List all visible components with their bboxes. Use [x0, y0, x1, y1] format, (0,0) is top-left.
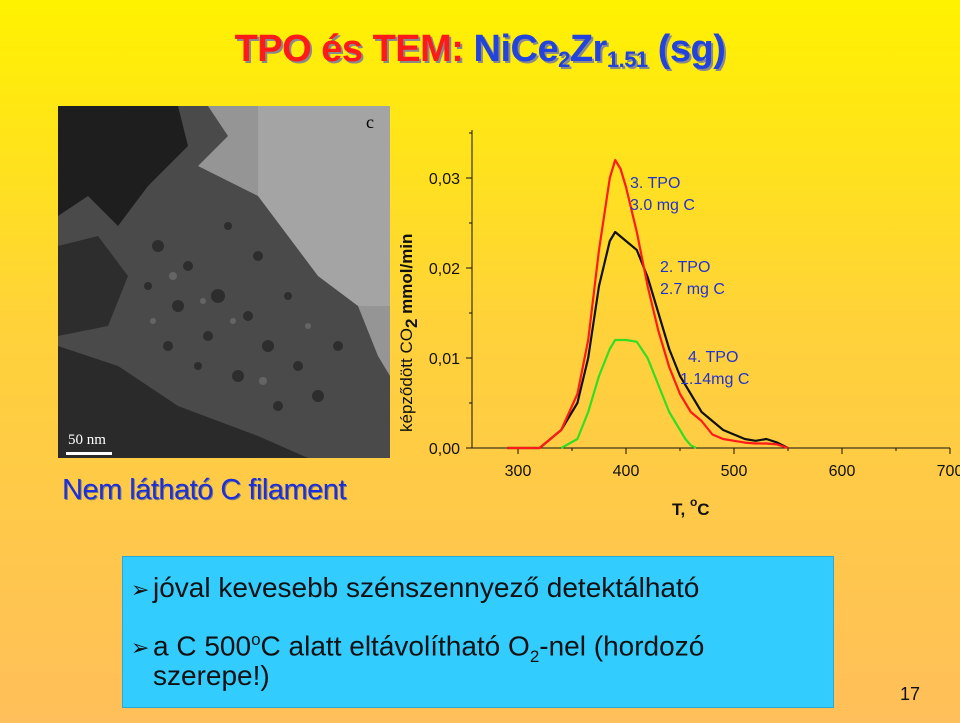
- y-axis-label-main: képződött CO: [397, 328, 416, 432]
- title-sub2: 1.51: [606, 47, 648, 72]
- series-line-2: [507, 230, 789, 450]
- chart-axes: 0,00 0,01 0,02 0,03 300 400 500 600 700: [429, 130, 960, 480]
- y-tick-label: 0,03: [429, 171, 460, 188]
- chart-labels: 3. TPO 3.0 mg C 2. TPO 2.7 mg C 4. TPO 1.14mg…: [630, 175, 749, 388]
- series-label-line2: 1.14mg C: [680, 371, 749, 388]
- slide-title: TPO és TEM: NiCe2Zr1.51 (sg): [0, 28, 960, 73]
- bullet-2-text-a: a C 500: [153, 630, 252, 662]
- y-tick-label: 0,01: [429, 351, 460, 368]
- title-formula: NiCe2Zr1.51 (sg): [473, 28, 726, 72]
- image-caption: Nem látható C filament: [62, 474, 346, 506]
- y-axis-label: képződött CO2 mmol/min: [397, 234, 421, 432]
- series-label-line1: 2. TPO: [660, 259, 710, 276]
- series-line-3: [560, 338, 697, 449]
- y-tick-label: 0,02: [429, 261, 460, 278]
- arrow-bullet-icon: ➢: [131, 577, 150, 602]
- scale-bar: [66, 452, 112, 455]
- x-axis-label-sup: o: [690, 495, 697, 509]
- bullet-2: ➢ a C 500oC alatt eltávolítható O2-nel (h…: [131, 623, 704, 674]
- series-label-line1: 3. TPO: [630, 175, 680, 192]
- series-label-line1: 4. TPO: [688, 349, 738, 366]
- title-sub1: 2: [558, 47, 570, 72]
- title-part1: TPO és TEM:: [234, 28, 474, 70]
- x-axis-label: T, oC: [672, 495, 710, 519]
- bullet-box: ➢ jóval kevesebb szénszennyező detektálha…: [122, 556, 834, 708]
- x-tick-label: 300: [505, 463, 532, 480]
- scale-bar-label: 50 nm: [68, 432, 106, 448]
- bullet-1-text: jóval kevesebb szénszennyező detektálhat…: [153, 572, 700, 603]
- y-axis-label-sub: 2: [402, 319, 421, 328]
- tem-image: [58, 106, 390, 458]
- series-label-line2: 3.0 mg C: [630, 197, 695, 214]
- tem-corner-label: c: [366, 112, 374, 132]
- bullet-1: ➢ jóval kevesebb szénszennyező detektálha…: [131, 571, 699, 607]
- title-formula-main: NiCe: [473, 28, 559, 70]
- series-line-1: [507, 158, 789, 450]
- x-axis-label-unit: C: [697, 500, 709, 519]
- x-axis-label-main: T,: [672, 500, 690, 519]
- bullet-2-sub: 2: [529, 646, 540, 666]
- bullet-2-text-b: C alatt eltávolítható O: [260, 630, 530, 662]
- bullet-2-sup: o: [251, 630, 261, 649]
- x-tick-label: 500: [721, 463, 748, 480]
- title-formula-zr: Zr: [569, 28, 608, 70]
- bullet-2-line2: szerepe!): [153, 660, 270, 691]
- tem-micrograph: [58, 106, 390, 458]
- x-tick-label: 400: [613, 463, 640, 480]
- x-tick-label: 600: [829, 463, 856, 480]
- x-tick-label: 700: [937, 463, 960, 480]
- title-part3: (sg): [647, 28, 726, 70]
- arrow-bullet-icon: ➢: [131, 635, 150, 661]
- page-number: 17: [900, 684, 921, 704]
- y-tick-label: 0,00: [429, 441, 460, 458]
- series-label-line2: 2.7 mg C: [660, 281, 725, 298]
- chart-curves: [507, 158, 789, 450]
- bullet-2-text-c: -nel (hordozó: [539, 630, 705, 662]
- y-axis-label-unit: mmol/min: [397, 234, 416, 319]
